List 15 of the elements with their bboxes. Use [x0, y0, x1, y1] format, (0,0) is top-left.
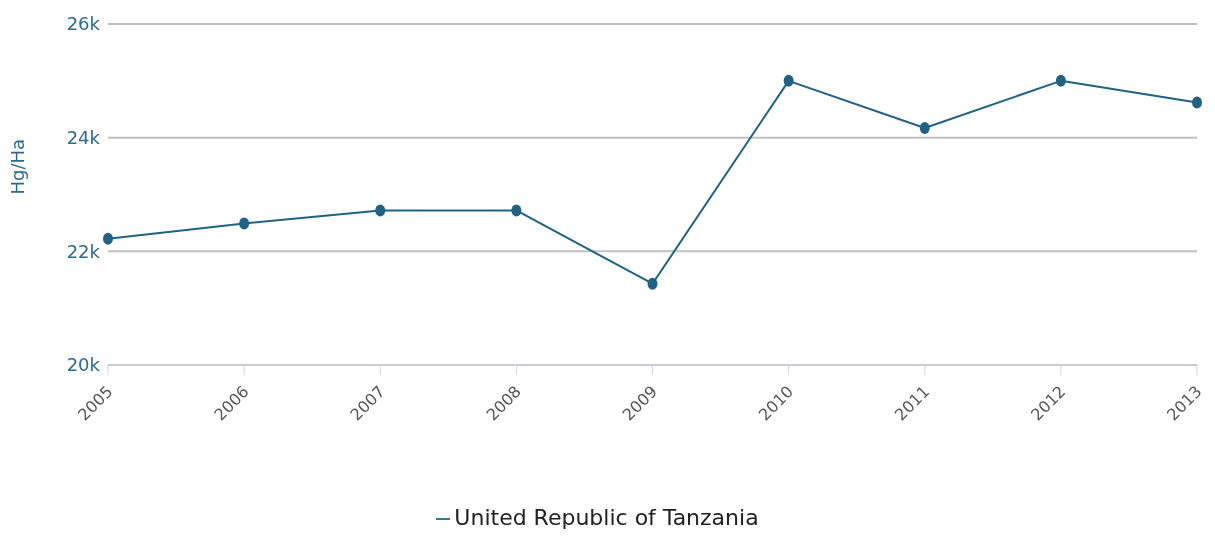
point [103, 232, 113, 245]
point [239, 217, 250, 230]
point [511, 204, 522, 217]
y-tick-label: 26k [66, 13, 101, 35]
y-tick-label: 20k [66, 354, 101, 376]
y-axis-title: Hg/Ha [7, 138, 29, 195]
y-tick-label: 22k [66, 240, 101, 262]
point [919, 122, 930, 135]
point [375, 204, 386, 217]
point [783, 74, 794, 87]
y-tick-label: 24k [66, 127, 101, 149]
legend-label: United Republic of Tanzania [454, 505, 759, 530]
point [1192, 96, 1202, 109]
point [647, 277, 658, 290]
point [1055, 74, 1066, 87]
